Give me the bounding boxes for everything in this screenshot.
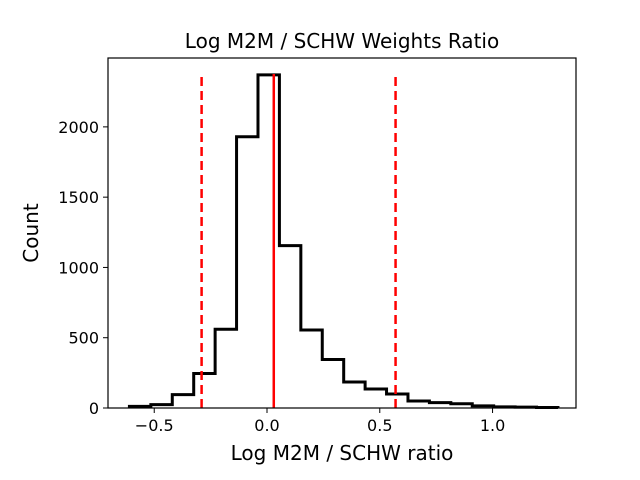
chart-title: Log M2M / SCHW Weights Ratio [185,29,499,53]
histogram-bar [237,137,258,408]
plot-frame [107,57,577,409]
x-tick-label: 0.5 [367,416,392,435]
histogram-bar [258,75,279,408]
x-tick-label: 0.0 [254,416,279,435]
y-tick-label: 500 [68,329,99,348]
y-tick-label: 1500 [58,188,99,207]
histogram-bar [301,330,322,408]
histogram-bar [172,395,193,408]
x-axis-label: Log M2M / SCHW ratio [231,441,454,465]
y-axis-label: Count [19,203,43,263]
histogram-bar [194,374,215,408]
x-tick-label: 1.0 [480,416,505,435]
histogram-bar [365,389,386,408]
histogram-bar [215,329,236,408]
y-tick-label: 1000 [58,258,99,277]
x-tick-label: −0.5 [135,416,174,435]
histogram-bar [387,394,408,408]
histogram-step-line [127,73,560,409]
histogram-bar [344,382,365,408]
histogram-bar [322,360,343,408]
histogram-bar [279,246,300,408]
y-tick-label: 0 [89,399,99,418]
y-tick-label: 2000 [58,118,99,137]
